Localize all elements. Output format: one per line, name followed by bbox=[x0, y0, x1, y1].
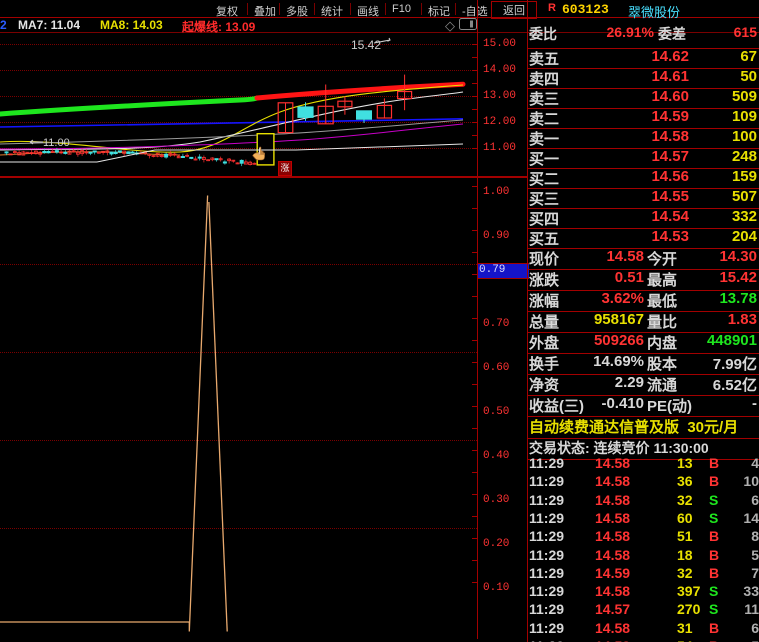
svg-text:15.42: 15.42 bbox=[351, 38, 381, 52]
svg-text:11.00: 11.00 bbox=[43, 137, 70, 149]
